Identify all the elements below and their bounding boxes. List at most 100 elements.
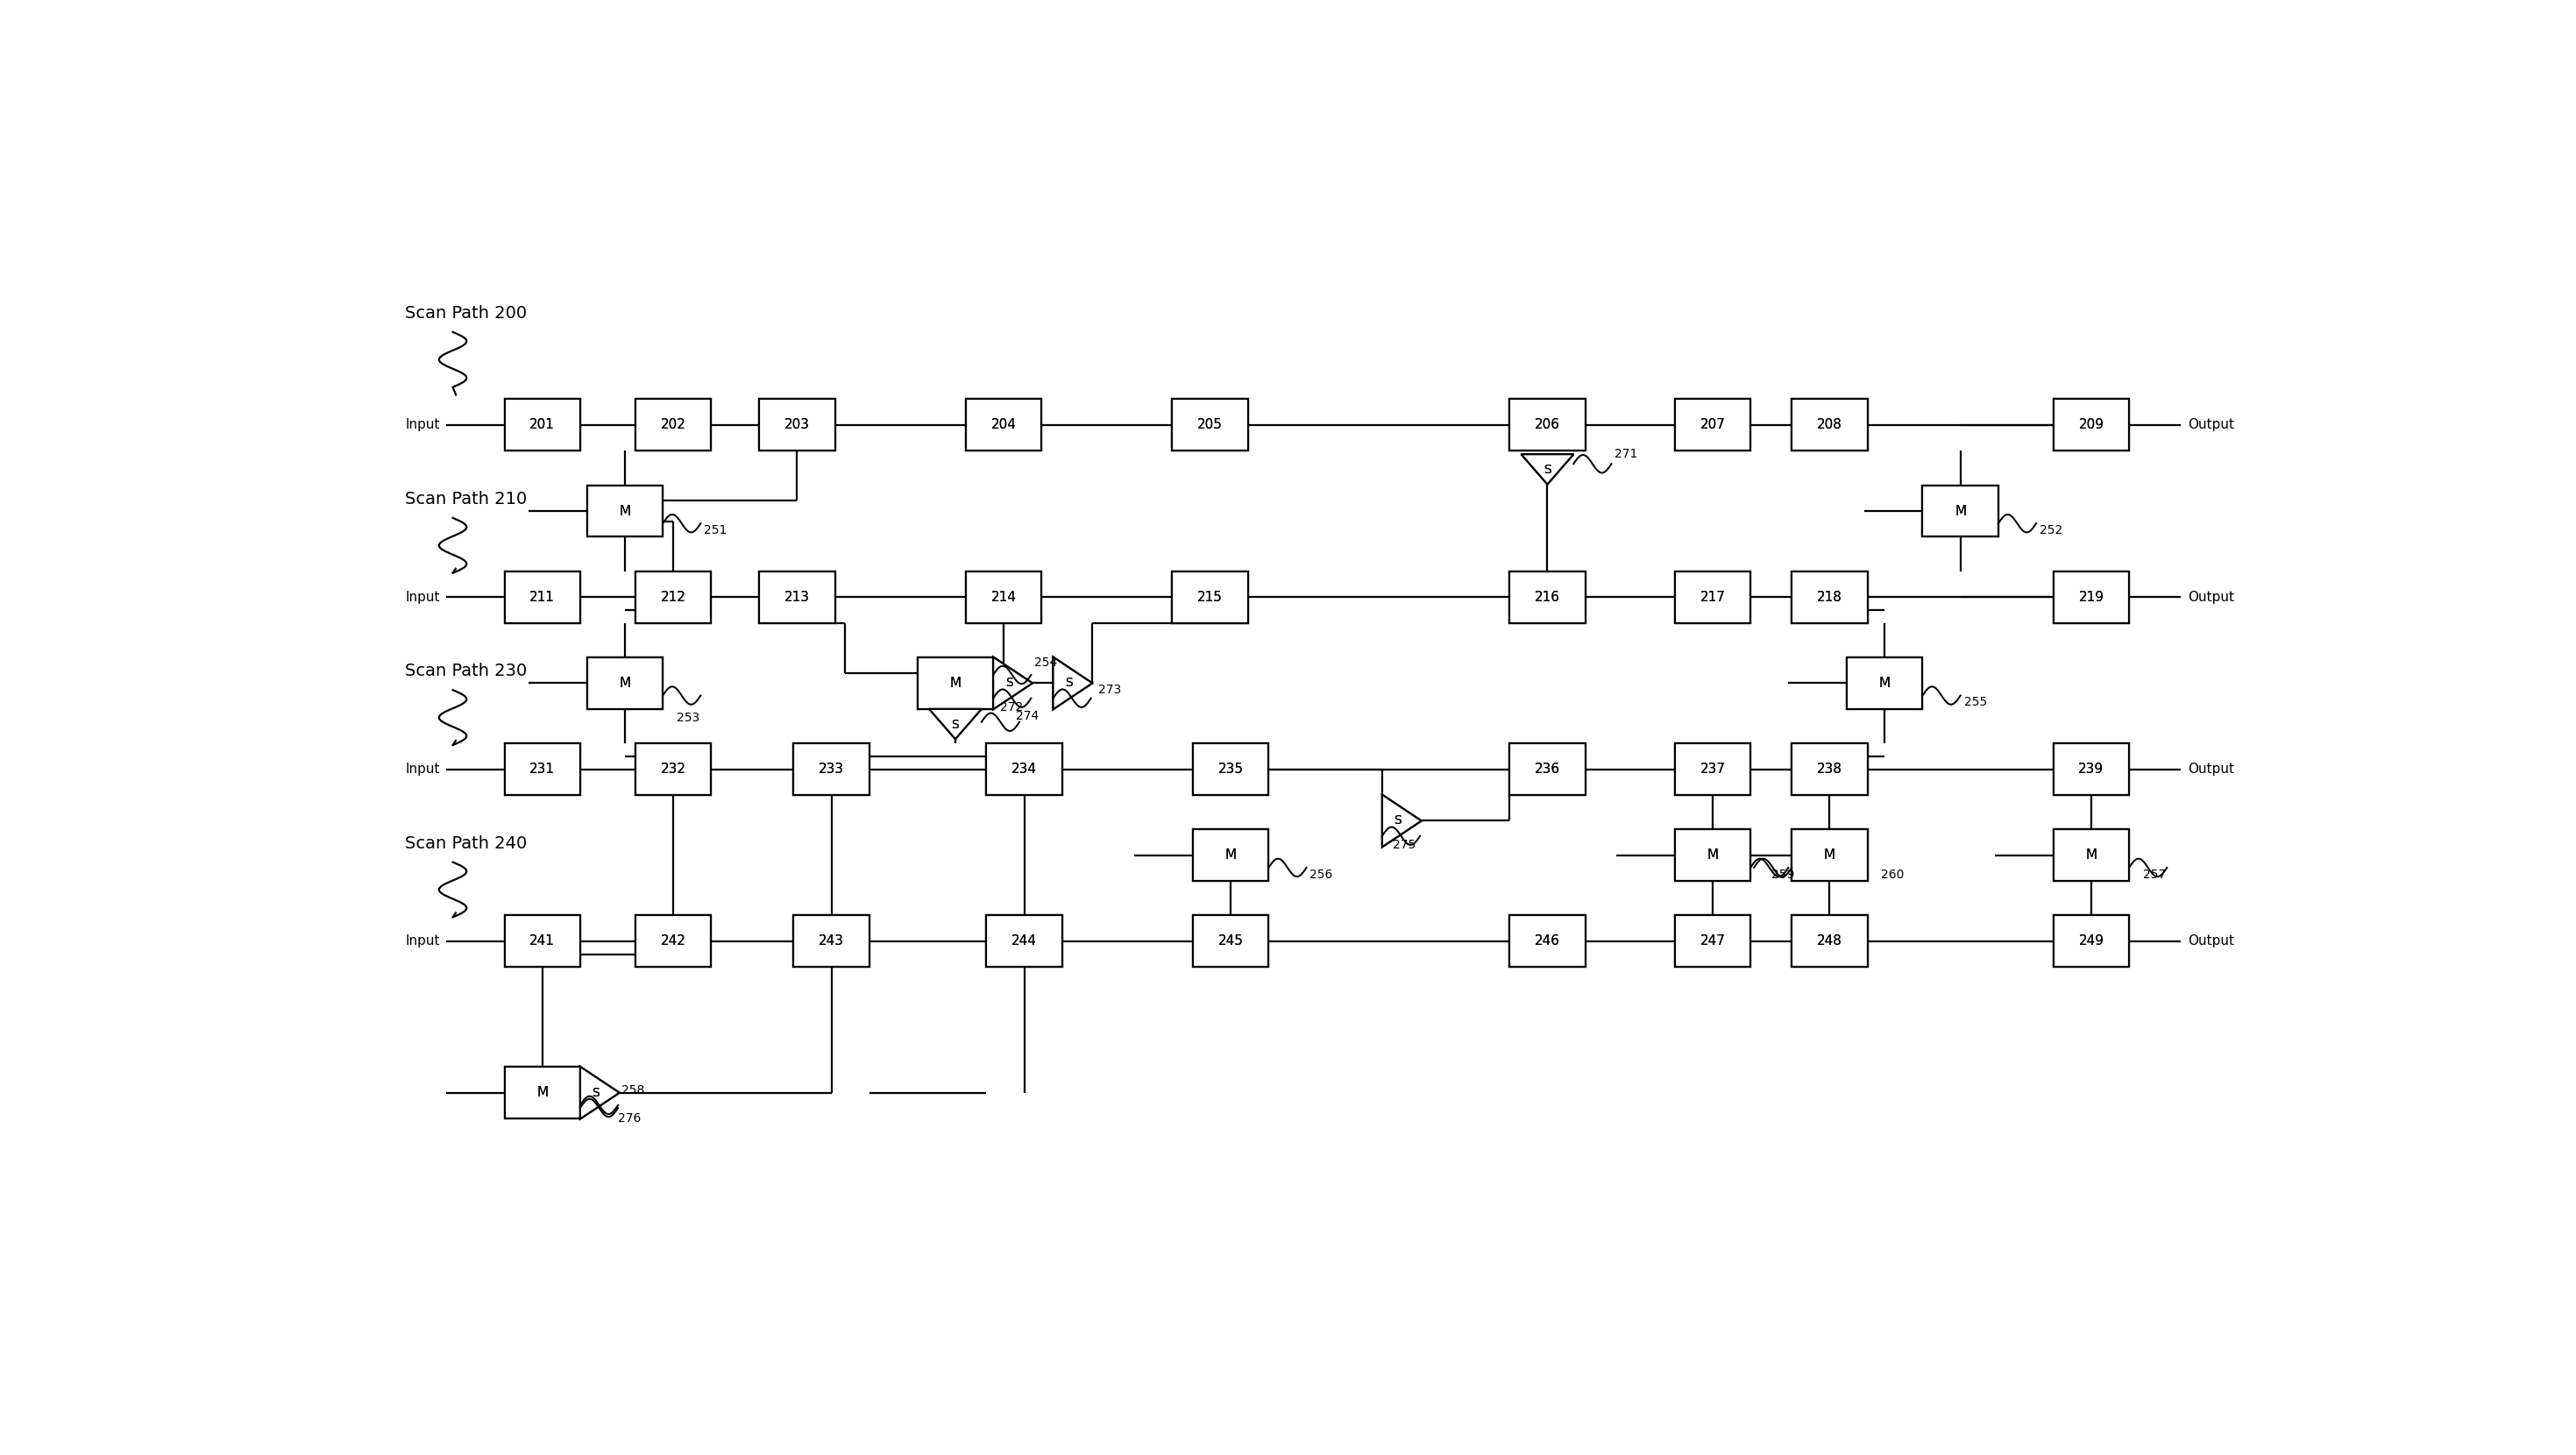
Text: M: M [1824, 848, 1834, 861]
Text: S: S [951, 719, 958, 730]
Polygon shape [994, 658, 1033, 709]
Bar [1674, 744, 1752, 794]
Bar [987, 915, 1061, 968]
Bar [1793, 829, 1868, 882]
Text: 241: 241 [531, 934, 554, 947]
Text: S: S [592, 1087, 600, 1099]
Bar [505, 915, 580, 968]
Polygon shape [1522, 454, 1574, 485]
Bar [1193, 915, 1267, 968]
Bar [1674, 829, 1752, 882]
Text: 209: 209 [2079, 419, 2105, 432]
Text: 231: 231 [531, 762, 554, 776]
Bar [505, 572, 580, 623]
Text: 249: 249 [2079, 934, 2105, 947]
Bar [1793, 829, 1868, 882]
Text: M: M [1878, 677, 1891, 690]
Text: S: S [1064, 677, 1072, 690]
Polygon shape [1054, 658, 1092, 709]
Bar [917, 658, 994, 709]
Bar [587, 485, 662, 537]
Text: 203: 203 [783, 419, 809, 432]
Text: Scan Path 200: Scan Path 200 [404, 306, 526, 322]
Bar [760, 572, 835, 623]
Text: M: M [536, 1087, 549, 1100]
Text: Input: Input [407, 591, 440, 604]
Bar [1172, 572, 1247, 623]
Bar [2053, 829, 2130, 882]
Bar [2053, 744, 2130, 794]
Bar [2053, 572, 2130, 623]
Text: 216: 216 [1535, 591, 1561, 604]
Text: M: M [951, 677, 961, 690]
Text: 254: 254 [1036, 656, 1059, 668]
Text: S: S [1543, 464, 1551, 476]
Bar [1193, 829, 1267, 882]
Bar [587, 485, 662, 537]
Bar [636, 744, 711, 794]
Bar [1510, 915, 1584, 968]
Bar [760, 572, 835, 623]
Bar [793, 744, 868, 794]
Text: 243: 243 [819, 934, 845, 947]
Polygon shape [1383, 794, 1422, 847]
Bar [966, 572, 1041, 623]
Text: 259: 259 [1772, 869, 1795, 880]
Text: 213: 213 [783, 591, 809, 604]
Bar [2053, 399, 2130, 451]
Text: S: S [1005, 677, 1012, 690]
Text: 218: 218 [1816, 591, 1842, 604]
Text: 247: 247 [1700, 934, 1726, 947]
Bar [636, 399, 711, 451]
Text: 273: 273 [1097, 684, 1121, 695]
Bar [1847, 658, 1922, 709]
Polygon shape [1383, 794, 1422, 847]
Text: M: M [618, 677, 631, 690]
Bar [1793, 572, 1868, 623]
Bar [966, 399, 1041, 451]
Text: Output: Output [2187, 419, 2233, 432]
Text: 202: 202 [659, 419, 685, 432]
Text: 244: 244 [1012, 934, 1036, 947]
Text: 247: 247 [1700, 934, 1726, 947]
Bar [1674, 915, 1752, 968]
Polygon shape [580, 1067, 618, 1119]
Text: S: S [951, 719, 958, 730]
Polygon shape [580, 1067, 618, 1119]
Bar [760, 399, 835, 451]
Text: S: S [592, 1087, 600, 1099]
Text: 242: 242 [659, 934, 685, 947]
Bar [1922, 485, 1999, 537]
Text: 260: 260 [1880, 869, 1904, 880]
Text: 202: 202 [659, 419, 685, 432]
Bar [1793, 572, 1868, 623]
Bar [1172, 399, 1247, 451]
Text: 219: 219 [2079, 591, 2105, 604]
Text: M: M [618, 505, 631, 518]
Text: 215: 215 [1198, 591, 1224, 604]
Text: 245: 245 [1218, 934, 1244, 947]
Text: 243: 243 [819, 934, 845, 947]
Text: 217: 217 [1700, 591, 1726, 604]
Text: S: S [1543, 464, 1551, 476]
Text: M: M [1955, 505, 1965, 518]
Text: 249: 249 [2079, 934, 2105, 947]
Text: 238: 238 [1816, 762, 1842, 776]
Bar [505, 1067, 580, 1119]
Text: M: M [1708, 848, 1718, 861]
Text: M: M [1226, 848, 1236, 861]
Bar [505, 399, 580, 451]
Text: 253: 253 [677, 711, 701, 723]
Bar [1793, 399, 1868, 451]
Bar [636, 572, 711, 623]
Bar [587, 658, 662, 709]
Text: 233: 233 [819, 762, 845, 776]
Text: 208: 208 [1816, 419, 1842, 432]
Text: 212: 212 [659, 591, 685, 604]
Text: 239: 239 [2079, 762, 2105, 776]
Bar [1193, 744, 1267, 794]
Bar [1510, 572, 1584, 623]
Bar [1847, 658, 1922, 709]
Text: 252: 252 [2040, 524, 2063, 537]
Text: 275: 275 [1394, 838, 1414, 851]
